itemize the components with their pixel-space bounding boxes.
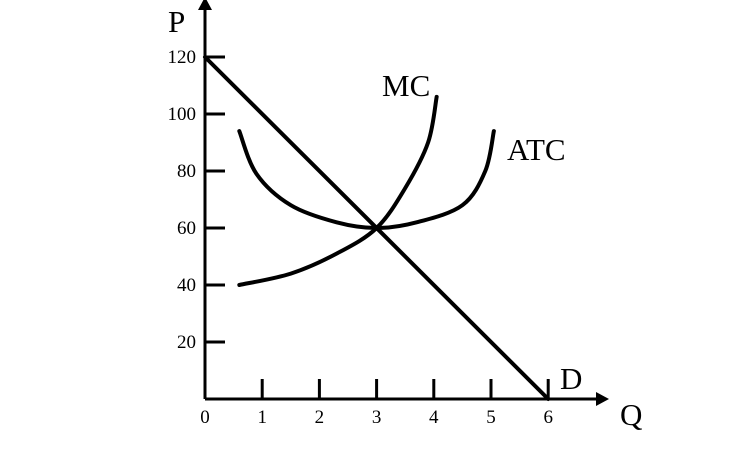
x-tick-label: 2 — [315, 407, 325, 428]
y-tick-label: 80 — [177, 161, 196, 182]
y-tick-label: 60 — [177, 218, 196, 239]
y-tick-label: 100 — [168, 104, 197, 125]
x-tick-label: 1 — [257, 407, 267, 428]
y-tick-label: 20 — [177, 332, 196, 353]
x-axis-arrow — [596, 392, 609, 406]
x-tick-label: 6 — [543, 407, 553, 428]
y-tick-label: 120 — [168, 47, 197, 68]
x-tick-label: 0 — [200, 407, 210, 428]
d-curve-label: D — [560, 361, 582, 396]
axes — [198, 0, 609, 406]
x-tick-label: 5 — [486, 407, 496, 428]
labels: Q P 0 1 2 3 4 5 6 20 40 60 80 100 120 D MC ATC — [168, 4, 643, 432]
y-tick-label: 40 — [177, 275, 196, 296]
atc-curve — [237, 129, 496, 231]
ticks — [205, 55, 550, 399]
y-axis-arrow — [198, 0, 212, 10]
y-axis-title: P — [168, 4, 185, 39]
x-axis-title: Q — [620, 397, 642, 432]
mc-curve-label: MC — [382, 68, 430, 103]
x-tick-label: 3 — [372, 407, 382, 428]
curves — [203, 55, 551, 401]
x-tick-label: 4 — [429, 407, 439, 428]
atc-curve-label: ATC — [507, 132, 566, 167]
